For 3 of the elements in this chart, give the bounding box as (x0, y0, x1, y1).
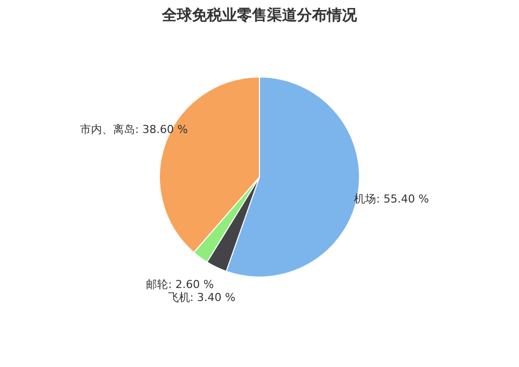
slice-label: 飞机: 3.40 % (168, 290, 236, 304)
slice-label: 邮轮: 2.60 % (146, 278, 214, 291)
chart-title: 全球免税业零售渠道分布情况 (161, 6, 358, 24)
